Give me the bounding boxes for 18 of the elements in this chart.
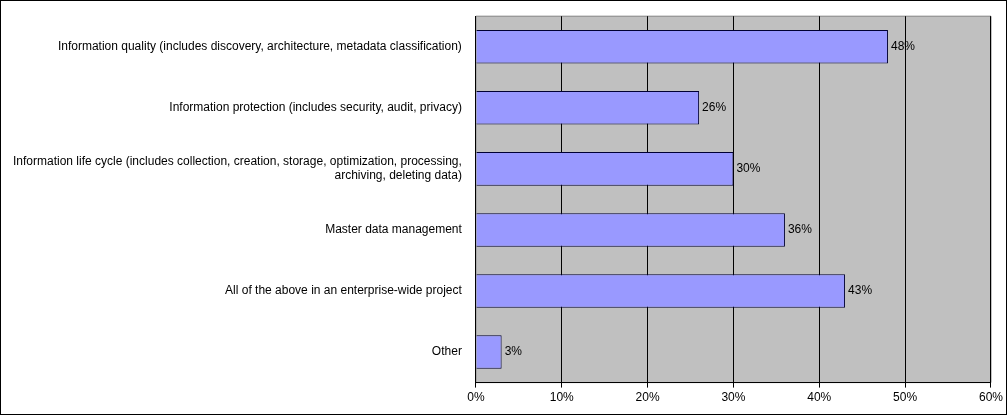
y-tick-label: Information life cycle (includes collection, creation, storage, optimization, processing, archiving, deleting data) bbox=[12, 153, 462, 183]
y-tick-label: Master data management bbox=[325, 222, 463, 237]
y-tick-label: All of the above in an enterprise-wide project bbox=[225, 283, 463, 298]
y-tick-label: Information quality (includes discovery, architecture, metadata classification) bbox=[57, 39, 462, 54]
x-tick-label: 10% bbox=[549, 390, 575, 405]
data-label: 3% bbox=[504, 344, 523, 359]
x-tick-label: 30% bbox=[721, 390, 746, 405]
y-tick-label: Information protection (includes security, audit, privacy) bbox=[169, 100, 462, 115]
x-tick-label: 40% bbox=[807, 390, 832, 405]
x-tick-label: 50% bbox=[893, 390, 918, 405]
y-tick-label: Other bbox=[431, 344, 462, 359]
data-label: 43% bbox=[848, 283, 873, 298]
x-tick-label: 20% bbox=[635, 390, 660, 405]
data-label: 36% bbox=[787, 222, 813, 237]
data-label: 30% bbox=[736, 161, 761, 176]
data-label: 26% bbox=[702, 100, 727, 115]
x-tick-label: 0% bbox=[467, 390, 485, 405]
x-tick-label: 60% bbox=[978, 390, 1004, 405]
